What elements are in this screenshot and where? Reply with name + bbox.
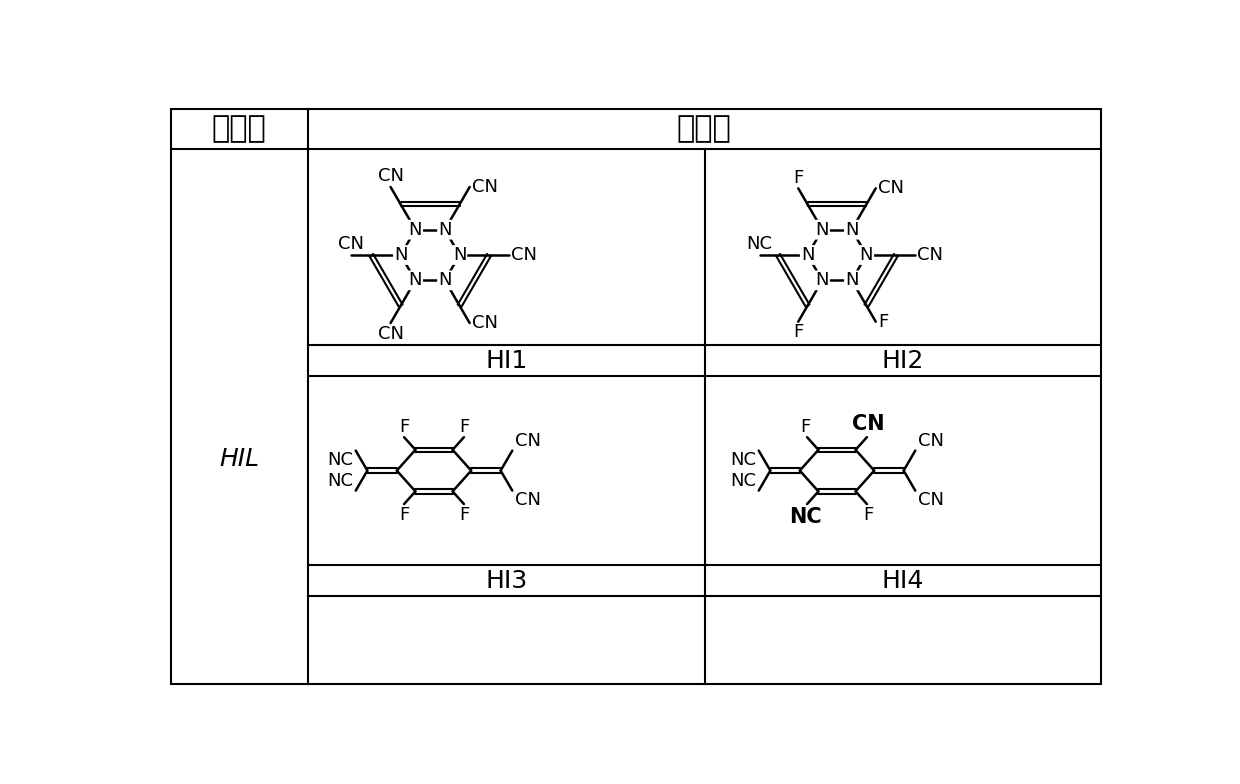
Text: N: N: [394, 246, 408, 264]
Text: CN: CN: [852, 414, 885, 434]
Text: CN: CN: [918, 492, 944, 510]
Text: HI3: HI3: [485, 568, 527, 593]
Text: F: F: [863, 506, 874, 524]
Text: N: N: [453, 246, 466, 264]
Text: CN: CN: [339, 235, 365, 253]
Text: 功能层: 功能层: [212, 114, 267, 143]
Text: N: N: [816, 220, 830, 238]
Text: F: F: [399, 506, 409, 524]
Text: CN: CN: [511, 246, 537, 264]
Text: F: F: [459, 506, 469, 524]
Text: F: F: [794, 169, 804, 187]
Text: CN: CN: [918, 432, 944, 450]
Text: F: F: [794, 323, 804, 341]
Text: HIL: HIL: [219, 447, 259, 471]
Text: CN: CN: [378, 168, 403, 186]
Text: CN: CN: [472, 178, 498, 196]
Text: F: F: [878, 313, 888, 331]
Text: CN: CN: [472, 314, 498, 332]
Text: NC: NC: [327, 452, 353, 470]
Text: F: F: [399, 418, 409, 436]
Text: NC: NC: [327, 472, 353, 490]
Text: CN: CN: [878, 180, 904, 198]
Text: N: N: [801, 246, 815, 264]
Text: N: N: [409, 220, 422, 238]
Text: CN: CN: [515, 492, 541, 510]
Text: NC: NC: [730, 452, 756, 470]
Text: CN: CN: [916, 246, 942, 264]
Text: 结构式: 结构式: [677, 114, 732, 143]
Text: N: N: [438, 220, 451, 238]
Text: F: F: [459, 418, 469, 436]
Text: CN: CN: [515, 432, 541, 450]
Text: CN: CN: [378, 325, 403, 343]
Text: NC: NC: [789, 507, 822, 527]
Text: N: N: [409, 271, 422, 289]
Text: HI4: HI4: [882, 568, 924, 593]
Text: HI1: HI1: [485, 349, 527, 372]
Text: NC: NC: [746, 235, 773, 253]
Text: N: N: [844, 220, 858, 238]
Text: NC: NC: [730, 472, 756, 490]
Text: N: N: [859, 246, 873, 264]
Text: F: F: [800, 418, 811, 436]
Text: N: N: [816, 271, 830, 289]
Text: N: N: [438, 271, 451, 289]
Text: HI2: HI2: [882, 349, 924, 372]
Text: N: N: [844, 271, 858, 289]
